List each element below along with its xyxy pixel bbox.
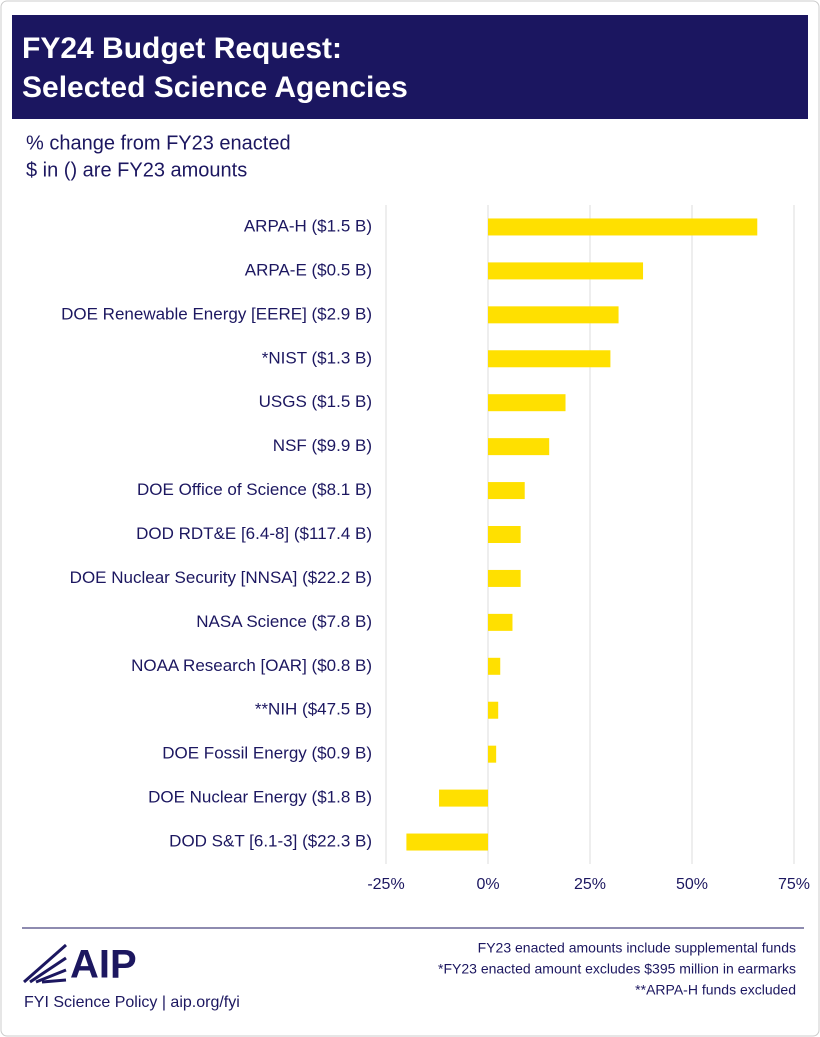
y-tick-label: NASA Science ($7.8 B): [196, 612, 372, 631]
y-tick-label: DOE Renewable Energy [EERE] ($2.9 B): [61, 304, 372, 323]
footnote: *FY23 enacted amount excludes $395 milli…: [438, 961, 796, 977]
bar: [488, 394, 566, 412]
x-tick-label: 25%: [574, 876, 606, 893]
y-tick-label: DOE Nuclear Energy ($1.8 B): [148, 788, 372, 807]
x-tick-label: 0%: [476, 876, 499, 893]
source: FYI Science Policy | aip.org/fyi: [24, 994, 240, 1011]
bar: [488, 657, 501, 675]
bar: [488, 569, 521, 587]
x-tick-label: 75%: [778, 876, 810, 893]
bar: [488, 306, 619, 324]
title-banner: [12, 15, 808, 119]
bar: [406, 833, 488, 851]
bar: [488, 482, 525, 500]
bar: [488, 745, 497, 763]
footnote: **ARPA-H funds excluded: [635, 982, 796, 998]
bar: [488, 438, 550, 456]
logo-text: AIP: [70, 943, 137, 987]
footnote: FY23 enacted amounts include supplementa…: [478, 940, 796, 956]
bar: [488, 701, 499, 719]
y-tick-label: ARPA-E ($0.5 B): [245, 260, 372, 279]
x-tick-label: 50%: [676, 876, 708, 893]
y-tick-label: DOE Fossil Energy ($0.9 B): [162, 744, 372, 763]
y-tick-label: DOD RDT&E [6.4-8] ($117.4 B): [136, 524, 372, 543]
y-tick-label: ARPA-H ($1.5 B): [244, 216, 372, 235]
y-tick-label: USGS ($1.5 B): [259, 392, 372, 411]
y-tick-label: NSF ($9.9 B): [273, 436, 372, 455]
chart-title: FY24 Budget Request:: [22, 32, 342, 65]
logo-mark: [23, 943, 67, 984]
y-tick-label: DOD S&T [6.1-3] ($22.3 B): [169, 832, 372, 851]
bar: [488, 218, 758, 236]
y-tick-label: DOE Office of Science ($8.1 B): [137, 480, 372, 499]
bar: [488, 262, 644, 280]
x-tick-label: -25%: [367, 876, 404, 893]
y-tick-label: **NIH ($47.5 B): [255, 700, 372, 719]
bar: [488, 526, 521, 543]
y-tick-label: DOE Nuclear Security [NNSA] ($22.2 B): [70, 568, 372, 587]
subtitle: $ in () are FY23 amounts: [26, 159, 247, 181]
bar: [488, 350, 611, 368]
y-tick-label: NOAA Research [OAR] ($0.8 B): [131, 656, 372, 675]
bar: [488, 613, 513, 631]
subtitle: % change from FY23 enacted: [26, 132, 291, 154]
bar: [439, 789, 488, 807]
chart-title: Selected Science Agencies: [22, 71, 408, 104]
y-tick-label: *NIST ($1.3 B): [262, 348, 372, 367]
